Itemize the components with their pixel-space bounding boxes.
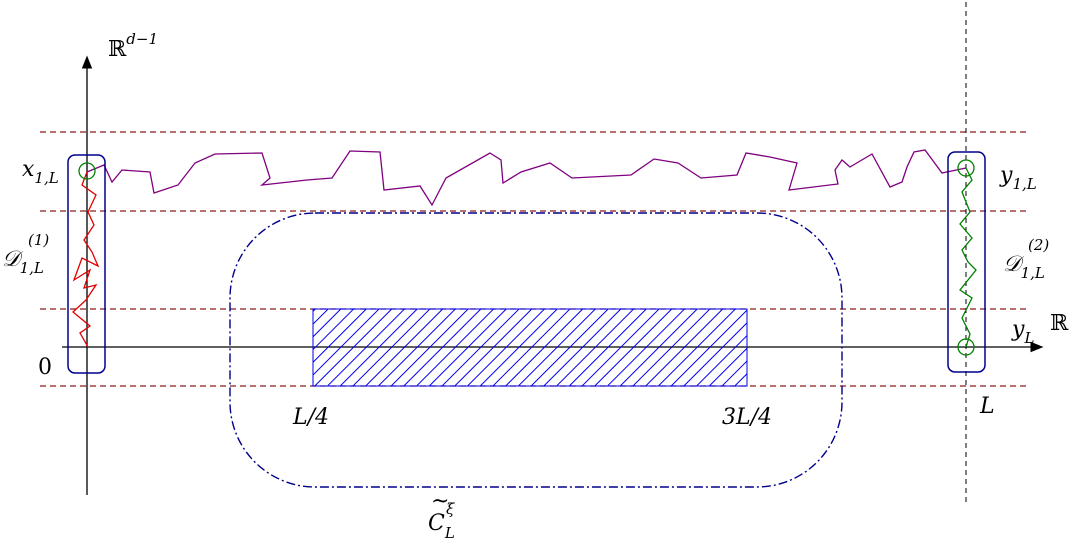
endpoint-circle-x1L	[78, 162, 96, 180]
label-d1: 𝒟1,L	[2, 247, 44, 277]
endpoint-circle-y1L	[957, 159, 975, 177]
path-left	[72, 171, 100, 348]
endpoint-circle-yL	[957, 338, 975, 356]
label-quarter: L/4	[292, 405, 329, 430]
hatched-block	[312, 308, 748, 387]
label-rd1: ℝd−1	[108, 30, 158, 62]
path-top	[86, 149, 967, 207]
label-y1L: y1,L	[999, 163, 1037, 193]
label-c-tilde-mark: ~	[431, 489, 449, 514]
label-yL: yL	[1011, 317, 1034, 347]
label-x1L: x1,L	[22, 157, 59, 187]
box-d2	[947, 151, 986, 373]
label-origin: 0	[38, 355, 52, 380]
label-d2-sup: (2)	[1028, 236, 1049, 254]
label-d2: 𝒟1,L	[1003, 252, 1045, 282]
path-right	[959, 167, 977, 348]
label-c: CL	[428, 511, 455, 542]
label-L: L	[979, 394, 995, 419]
box-d1	[67, 154, 106, 374]
label-r-axis: ℝ	[1050, 311, 1069, 336]
label-three-quarter: 3L/4	[722, 405, 772, 430]
label-c-sup: ξ	[446, 500, 455, 518]
region-c-tilde	[229, 212, 843, 488]
label-d1-sup: (1)	[28, 231, 49, 249]
